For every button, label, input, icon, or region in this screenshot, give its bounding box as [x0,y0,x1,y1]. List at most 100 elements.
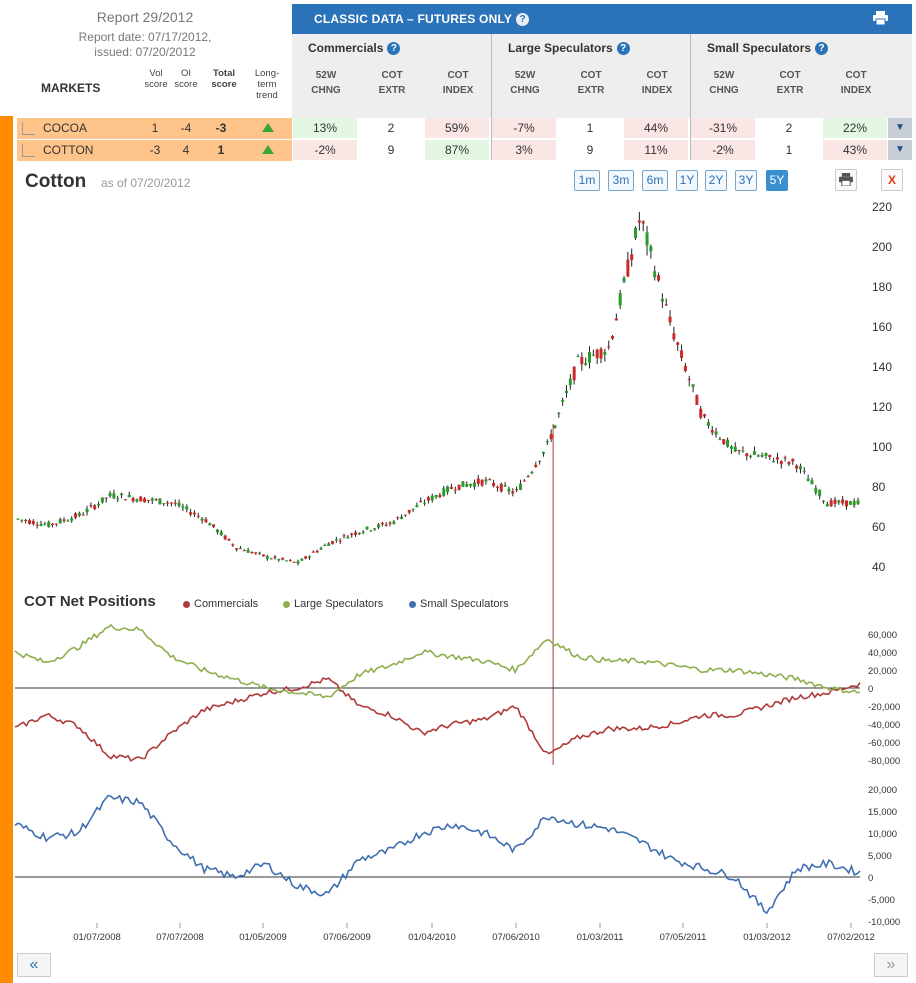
divider [690,34,691,160]
legend-commercials[interactable]: Commercials [183,598,258,610]
col-52w-chng: 52W CHNG [311,70,341,96]
close-button[interactable]: X [881,169,903,191]
print-icon[interactable] [873,11,888,25]
divider [491,34,492,160]
candle-body [798,466,802,470]
candle-body [192,512,196,515]
candle-body [35,524,39,526]
candle-body [844,500,848,507]
candle-body [561,399,565,402]
candle-body [143,498,147,503]
candle-body [127,494,131,498]
help-icon[interactable]: ? [516,13,530,27]
candle-body [20,519,24,521]
next-button[interactable]: » [874,953,908,977]
expand-dropdown-icon[interactable]: ▼ [888,140,912,160]
candle-body [611,336,615,339]
col-cot-index: COT INDEX [840,70,872,96]
candle-body [722,439,726,444]
x-tick-label: 01/04/2010 [408,932,456,943]
x-tick-label: 07/06/2010 [492,932,540,943]
range-button-3m[interactable]: 3m [608,170,634,191]
candle-body [135,499,139,502]
candle-body [423,502,427,504]
price-tick-label: 100 [872,440,892,454]
range-button-1m[interactable]: 1m [574,170,600,191]
report-title: Report 29/2012 [96,9,194,25]
metric-cell: -7% [492,118,556,138]
candle-body [415,505,419,508]
legend-dot [409,600,416,608]
candle-body [488,479,492,481]
range-button-5y[interactable]: 5Y [766,170,788,191]
candle-body [308,556,312,558]
help-icon[interactable]: ? [616,42,630,56]
candle-body [507,488,511,492]
market-name[interactable]: COTTON [43,143,94,157]
candle-body [657,275,661,281]
candle-body [802,470,806,472]
market-row-cotton[interactable]: COTTON -3 4 1 [17,140,292,161]
legend-large-speculators[interactable]: Large Speculators [283,598,383,610]
candle-body [97,503,101,506]
market-name[interactable]: COCOA [43,121,88,135]
candle-body [392,521,396,524]
candle-body [672,333,676,340]
candle-body [231,544,235,546]
chart-icon[interactable] [22,122,35,135]
candle-body [331,541,335,544]
expand-dropdown-icon[interactable]: ▼ [888,118,912,138]
candle-body [116,498,120,500]
range-button-3y[interactable]: 3Y [735,170,757,191]
small-spec-tick-label: 20,000 [868,785,897,796]
prev-button[interactable]: « [17,953,51,977]
candle-body [338,540,342,542]
candle-body [120,493,124,496]
candle-body [584,363,588,365]
small-spec-tick-label: 10,000 [868,829,897,840]
range-button-6m[interactable]: 6m [642,170,668,191]
candle-body [852,501,856,506]
candle-body [154,499,158,501]
candle-body [16,518,20,520]
legend-small-speculators[interactable]: Small Speculators [409,598,509,610]
metric-cell: 9 [558,140,622,160]
candle-body [495,486,499,488]
candle-body [538,460,542,462]
group-header-row: Commercials? Large Speculators? Small Sp… [292,34,912,62]
candle-body [334,539,338,541]
candle-body [204,519,208,523]
candle-body [438,494,442,498]
range-button-1y[interactable]: 1Y [676,170,698,191]
candle-body [403,514,407,516]
candle-body [396,517,400,519]
candle-body [756,455,760,457]
candle-body [419,500,423,502]
candle-body [146,499,150,501]
candle-body [841,499,845,504]
help-icon[interactable]: ? [387,42,401,56]
candle-body [265,556,269,559]
candle-body [810,480,814,485]
candle-body [580,356,584,365]
group-small-speculators: Small Speculators? [707,34,829,62]
candle-body [484,479,488,482]
candle-body [637,220,641,223]
metric-cell: -2% [293,140,357,160]
chart-icon[interactable] [22,144,35,157]
candle-body [806,478,810,482]
candle-body [645,232,649,246]
cot-tick-label: -80,000 [868,756,900,767]
range-button-2y[interactable]: 2Y [705,170,727,191]
market-row-cocoa[interactable]: COCOA 1 -4 -3 [17,118,292,139]
candle-body [288,560,292,562]
candle-body [162,503,166,505]
help-icon[interactable]: ? [815,42,829,56]
small-spec-tick-label: -10,000 [868,917,900,928]
col-52w-chng: 52W CHNG [510,70,540,96]
cot-tick-label: 0 [868,684,873,695]
candle-body [599,348,603,359]
candle-body [100,497,104,503]
x-tick-label: 01/03/2012 [743,932,791,943]
print-button[interactable] [835,169,857,191]
